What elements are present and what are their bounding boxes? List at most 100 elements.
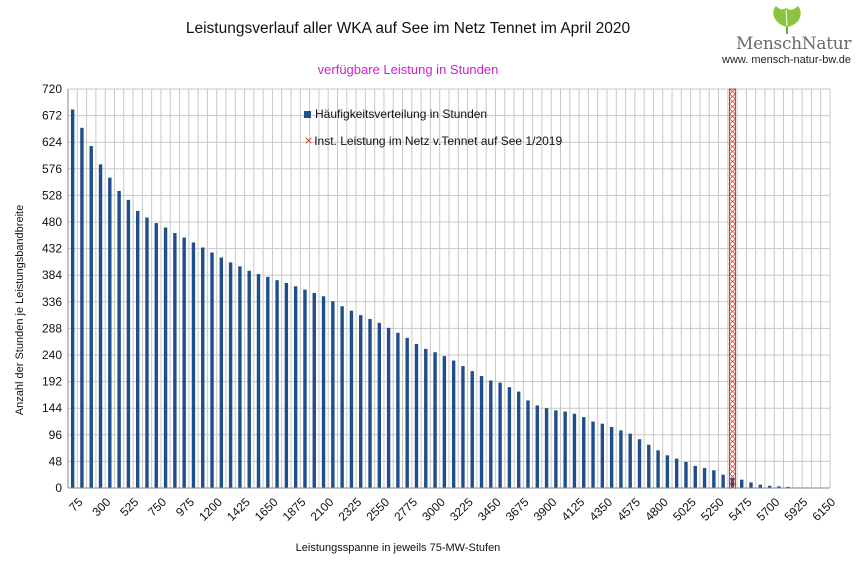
bar: [544, 408, 549, 488]
x-tick-label: 6150: [809, 495, 838, 524]
marker-hatch: [729, 218, 736, 225]
marker-hatch: [729, 228, 736, 235]
bar: [535, 405, 539, 488]
marker-hatch: [729, 123, 736, 130]
x-tick-label: 75: [66, 495, 86, 515]
bar: [451, 360, 456, 488]
marker-hatch: [729, 388, 736, 395]
marker-hatch: [729, 398, 736, 405]
bar: [321, 296, 326, 488]
bar: [266, 276, 270, 488]
marker-hatch: [729, 458, 736, 465]
bar: [117, 190, 121, 488]
bar: [247, 270, 251, 488]
bar: [405, 337, 409, 488]
x-tick-label: 5925: [782, 495, 811, 524]
bar: [572, 413, 577, 488]
bar: [516, 391, 521, 488]
y-axis-label: Anzahl der Stunden je Leistungsbandbreit…: [14, 204, 26, 416]
marker-hatch: [729, 198, 736, 205]
marker-hatch: [729, 128, 736, 135]
bar: [312, 292, 316, 488]
y-tick-label: 480: [42, 215, 62, 229]
marker-hatch: [729, 93, 736, 100]
marker-hatch: [729, 88, 736, 95]
marker-hatch: [729, 378, 736, 385]
marker-hatch: [729, 383, 736, 390]
bar: [656, 450, 660, 488]
x-tick-label: 300: [89, 495, 113, 519]
bar: [396, 332, 400, 488]
bar: [665, 455, 670, 488]
x-tick-label: 5475: [726, 495, 755, 524]
bar: [786, 486, 790, 488]
bar: [609, 427, 614, 488]
legend-item-bars: Häufigkeitsverteilung in Stunden: [304, 104, 562, 124]
bar: [563, 411, 567, 488]
x-tick-label: 750: [145, 495, 169, 519]
marker-hatch: [729, 143, 736, 150]
marker-hatch: [729, 213, 736, 220]
legend-label-bars: Häufigkeitsverteilung in Stunden: [315, 107, 488, 121]
bar: [386, 327, 391, 488]
marker-hatch: [729, 408, 736, 415]
marker-hatch: [729, 358, 736, 365]
marker-hatch: [729, 453, 736, 460]
marker-hatch: [729, 118, 736, 125]
marker-hatch: [729, 208, 736, 215]
bar: [414, 343, 419, 488]
bar: [489, 380, 493, 488]
bar: [303, 289, 307, 488]
marker-hatch: [729, 443, 736, 450]
bar: [135, 210, 140, 488]
marker-hatch: [729, 468, 736, 475]
marker-hatch: [729, 348, 736, 355]
bar: [238, 266, 242, 488]
marker-hatch: [729, 173, 736, 180]
bar: [498, 382, 502, 488]
marker-hatch: [729, 263, 736, 270]
legend-label-marker: Inst. Leistung im Netz v.Tennet auf See …: [314, 134, 563, 148]
bar: [256, 274, 261, 488]
marker-hatch: [729, 238, 736, 245]
bar: [126, 199, 131, 489]
marker-hatch: [729, 338, 736, 345]
marker-hatch: [729, 188, 736, 195]
bar: [461, 366, 465, 488]
bar: [674, 458, 679, 488]
bar: [145, 217, 149, 489]
marker-hatch: [729, 293, 736, 300]
x-tick-label: 2775: [391, 495, 420, 524]
x-tick-label: 3450: [475, 495, 504, 524]
bar: [293, 286, 298, 488]
marker-hatch: [729, 183, 736, 190]
logo-url: www. mensch-natur-bw.de: [722, 54, 851, 66]
x-tick-label: 3000: [419, 495, 448, 524]
bar: [80, 127, 84, 489]
marker-hatch: [729, 418, 736, 425]
bar: [349, 310, 354, 488]
bar: [684, 461, 688, 488]
marker-hatch: [729, 473, 736, 480]
bar: [619, 430, 623, 488]
bar: [582, 417, 586, 488]
marker-hatch: [729, 98, 736, 105]
x-tick-label: 3900: [531, 495, 560, 524]
bar: [442, 356, 447, 488]
y-tick-label: 240: [42, 348, 62, 362]
x-tick-label: 2325: [336, 495, 365, 524]
marker-hatch: [729, 243, 736, 250]
bar: [758, 484, 763, 488]
bar: [173, 233, 177, 488]
marker-hatch: [729, 168, 736, 175]
marker-hatch: [729, 413, 736, 420]
x-tick-label: 4575: [614, 495, 643, 524]
marker-hatch: [729, 373, 736, 380]
bar: [163, 227, 168, 488]
y-tick-label: 672: [42, 109, 62, 123]
y-tick-label: 0: [55, 481, 62, 495]
y-tick-label: 336: [42, 295, 62, 309]
bar: [331, 301, 335, 488]
chart-subtitle: verfügbare Leistung in Stunden: [317, 62, 499, 77]
marker-hatch: [729, 248, 736, 255]
